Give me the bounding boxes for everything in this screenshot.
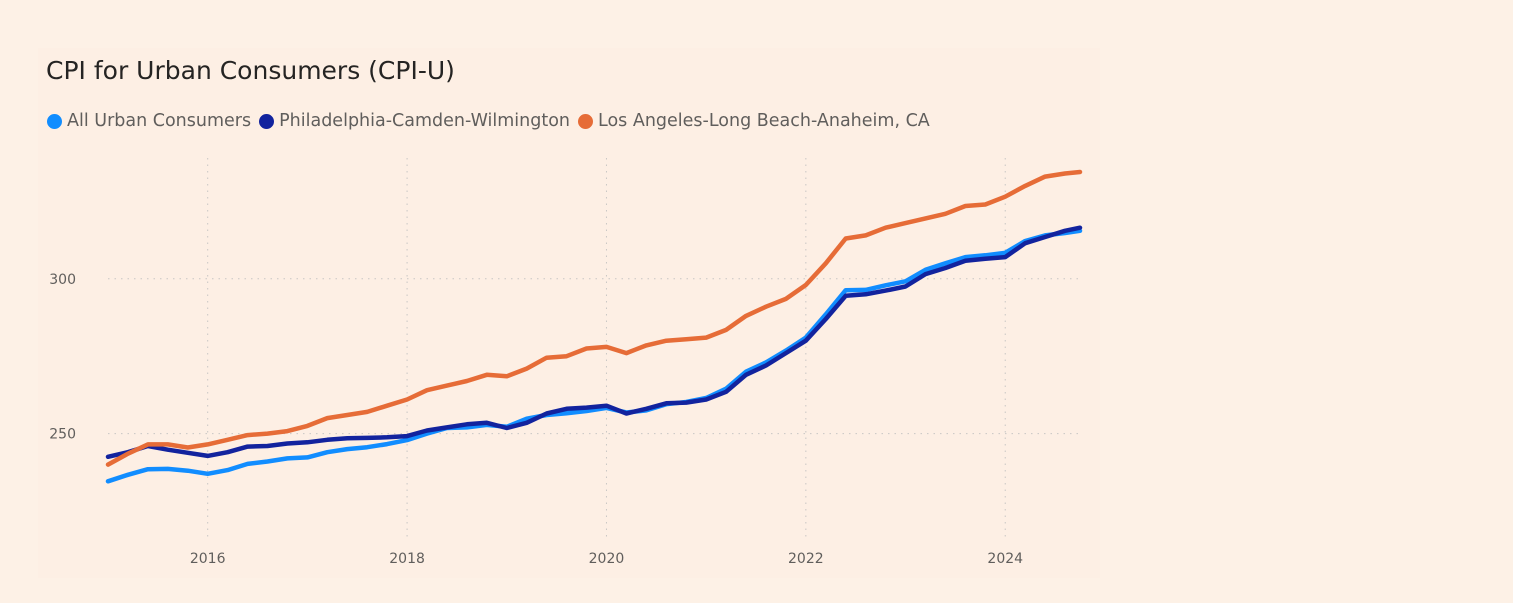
x-tick-label: 2022	[788, 551, 824, 567]
legend-marker-icon	[47, 113, 62, 129]
legend-item-philadelphia[interactable]: Philadelphia-Camden-Wilmington	[259, 111, 570, 131]
legend-item-los-angeles[interactable]: Los Angeles-Long Beach-Anaheim, CA	[578, 111, 930, 131]
x-tick-label: 2016	[190, 551, 226, 567]
legend-label: All Urban Consumers	[67, 111, 252, 131]
series-line-1[interactable]	[105, 225, 1083, 460]
legend-label: Los Angeles-Long Beach-Anaheim, CA	[598, 111, 930, 131]
x-tick-label: 2024	[987, 551, 1023, 567]
chart-title: CPI for Urban Consumers (CPI-U)	[46, 56, 455, 85]
chart-panel	[38, 48, 1100, 578]
legend-marker-icon	[259, 113, 275, 129]
legend-item-all-urban[interactable]: All Urban Consumers	[47, 111, 251, 131]
y-tick-label: 250	[49, 427, 76, 443]
chart-legend[interactable]: All Urban Consumers Philadelphia-Camden-…	[47, 111, 938, 131]
series-line-0[interactable]	[105, 228, 1083, 484]
x-tick-label: 2018	[389, 551, 425, 567]
legend-label: Philadelphia-Camden-Wilmington	[279, 111, 571, 131]
y-tick-label: 300	[49, 272, 76, 288]
series-line-2[interactable]	[105, 169, 1083, 467]
x-tick-label: 2020	[589, 551, 625, 567]
legend-marker-icon	[578, 113, 594, 129]
